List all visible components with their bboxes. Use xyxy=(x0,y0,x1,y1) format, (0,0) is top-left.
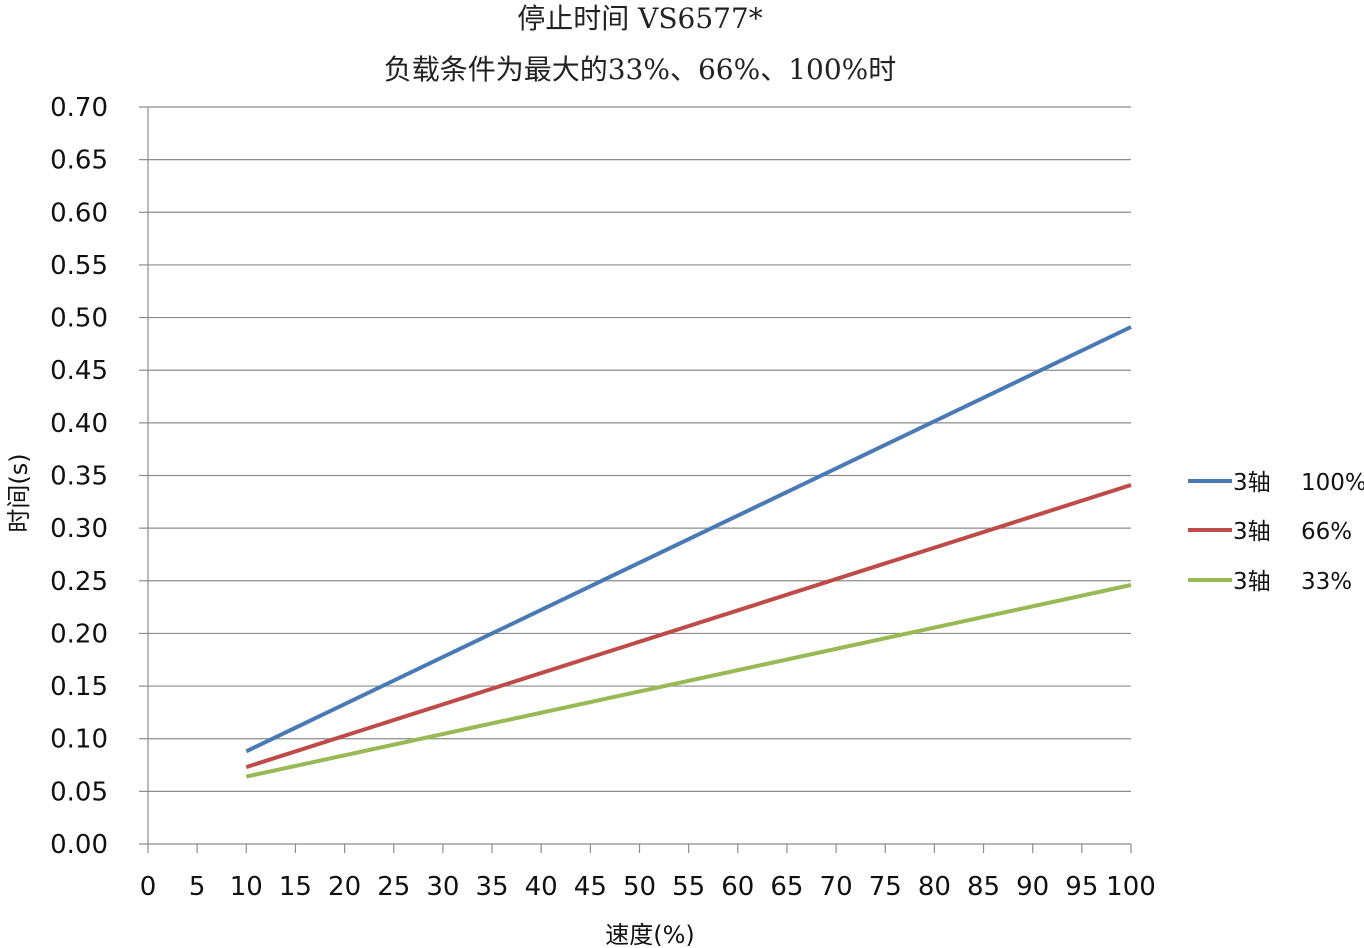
legend-label: 3轴 xyxy=(1233,519,1271,545)
axes xyxy=(139,106,1132,853)
legend-item: 3轴 66% xyxy=(1188,519,1352,545)
y-tick-label: 0.55 xyxy=(50,251,108,281)
y-tick-label: 0.10 xyxy=(50,725,108,755)
legend: 3轴 100% 3轴 66% 3轴 33% xyxy=(1188,470,1364,595)
chart-title: 停止时间 VS6577* xyxy=(517,2,763,35)
legend-item: 3轴 33% xyxy=(1188,569,1352,595)
series-line-66pct xyxy=(245,483,1132,770)
x-tick-label: 30 xyxy=(426,872,459,902)
x-tick-label: 0 xyxy=(140,872,157,902)
x-tick-label: 80 xyxy=(918,872,951,902)
y-axis-label: 时间(s) xyxy=(5,453,33,532)
x-tick-label: 55 xyxy=(672,872,705,902)
series-lines xyxy=(245,325,1132,779)
x-tick-label: 40 xyxy=(525,872,558,902)
legend-label: 3轴 xyxy=(1233,569,1271,595)
legend-load: 66% xyxy=(1301,519,1352,545)
x-tick-label: 35 xyxy=(476,872,509,902)
x-tick-label: 60 xyxy=(721,872,754,902)
x-tick-label: 75 xyxy=(869,872,902,902)
x-tick-label: 10 xyxy=(230,872,263,902)
y-tick-label: 0.05 xyxy=(50,777,108,807)
y-tick-label: 0.15 xyxy=(50,672,108,702)
x-tick-label: 90 xyxy=(1016,872,1049,902)
x-tick-labels: 0 5 10 15 20 25 30 35 40 45 50 55 60 65 70 75 80 85 90 95 10… xyxy=(140,872,1156,902)
y-tick-label: 0.30 xyxy=(50,514,108,544)
legend-load: 33% xyxy=(1301,569,1352,595)
y-tick-labels: 0.00 0.05 0.10 0.15 0.20 0.25 0.30 0.35 0.40 0.45… xyxy=(50,93,108,860)
y-tick-label: 0.40 xyxy=(50,409,108,439)
x-tick-label: 50 xyxy=(623,872,656,902)
x-tick-label: 20 xyxy=(328,872,361,902)
legend-item: 3轴 100% xyxy=(1188,470,1364,496)
y-tick-label: 0.20 xyxy=(50,619,108,649)
x-tick-label: 45 xyxy=(574,872,607,902)
chart-subtitle: 负载条件为最大的33%、66%、100%时 xyxy=(384,53,897,86)
y-tick-label: 0.45 xyxy=(50,356,108,386)
legend-load: 100% xyxy=(1301,470,1364,496)
y-tick-label: 0.50 xyxy=(50,304,108,334)
series-line-33pct xyxy=(245,583,1132,779)
series-line-100pct xyxy=(245,325,1132,754)
y-tick-label: 0.60 xyxy=(50,198,108,228)
x-tick-label: 85 xyxy=(967,872,1000,902)
y-tick-label: 0.65 xyxy=(50,146,108,176)
x-tick-label: 15 xyxy=(279,872,312,902)
x-tick-label: 95 xyxy=(1065,872,1098,902)
y-tick-label: 0.25 xyxy=(50,567,108,597)
x-tick-label: 65 xyxy=(770,872,803,902)
legend-label: 3轴 xyxy=(1233,470,1271,496)
y-tick-label: 0.00 xyxy=(50,830,108,860)
x-tick-label: 100 xyxy=(1106,872,1156,902)
x-tick-label: 70 xyxy=(820,872,853,902)
x-axis-label: 速度(%) xyxy=(605,921,695,948)
x-tick-label: 25 xyxy=(377,872,410,902)
y-tick-label: 0.35 xyxy=(50,462,108,492)
y-tick-label: 0.70 xyxy=(50,93,108,123)
x-tick-label: 5 xyxy=(189,872,206,902)
gridlines xyxy=(148,106,1131,792)
